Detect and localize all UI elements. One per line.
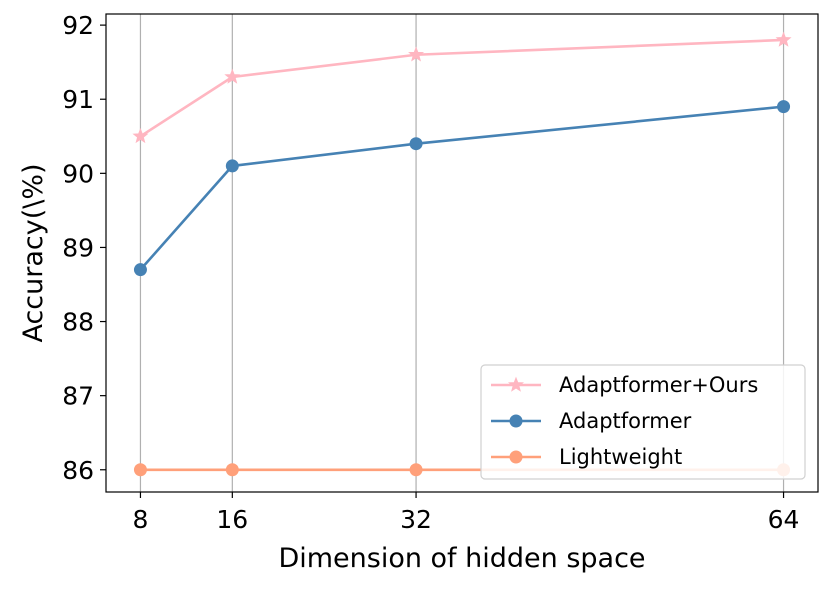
legend-swatch-marker — [509, 414, 523, 428]
y-axis-title: Accuracy(\%) — [18, 163, 49, 342]
data-point-adaptformer-ours — [775, 31, 792, 47]
y-tick-label: 87 — [62, 382, 94, 411]
legend-box — [480, 364, 806, 480]
data-point-lightweight — [409, 463, 423, 477]
data-point-adaptformer-ours — [132, 127, 149, 144]
y-tick-label: 91 — [62, 85, 94, 114]
data-point-adaptformer — [133, 263, 147, 277]
series-line-adaptformer-ours — [139, 38, 784, 138]
legend-item-lightweight: Lightweight — [491, 445, 682, 469]
data-point-adaptformer — [409, 137, 423, 151]
legend-item-adaptformer: Adaptformer — [491, 409, 692, 433]
y-tick-label: 88 — [62, 308, 94, 337]
y-tick-label: 86 — [62, 456, 94, 485]
legend-swatch-marker — [509, 450, 523, 464]
x-tick-label: 32 — [400, 505, 432, 534]
y-axis: 86 87 88 89 90 91 92 — [62, 11, 106, 485]
x-tick-label: 64 — [768, 505, 800, 534]
series-adaptformer-ours — [132, 31, 792, 144]
series-line-adaptformer — [139, 105, 784, 271]
data-point-adaptformer-ours — [224, 68, 241, 84]
legend-item-adaptformer-ours: Adaptformer+Ours — [491, 373, 758, 397]
legend-label: Lightweight — [559, 445, 682, 469]
data-point-lightweight — [133, 463, 147, 477]
x-axis-title: Dimension of hidden space — [278, 543, 645, 574]
y-tick-label: 89 — [62, 233, 94, 262]
legend-label: Adaptformer+Ours — [559, 373, 758, 397]
data-point-adaptformer — [777, 100, 791, 114]
plot-area-frame — [105, 13, 819, 493]
y-tick-label: 92 — [62, 11, 94, 40]
x-tick-label: 16 — [216, 505, 248, 534]
x-tick-label: 8 — [132, 505, 148, 534]
data-point-lightweight — [225, 463, 239, 477]
data-point-adaptformer-ours — [408, 46, 425, 62]
legend-swatch-marker — [508, 376, 524, 392]
legend: Adaptformer+Ours Adaptformer Lightweight — [480, 364, 806, 480]
series-adaptformer — [133, 100, 791, 277]
y-tick-label: 90 — [62, 159, 94, 188]
data-point-adaptformer — [225, 159, 239, 173]
x-axis: 8 16 32 64 — [132, 492, 799, 534]
legend-label: Adaptformer — [559, 409, 692, 433]
